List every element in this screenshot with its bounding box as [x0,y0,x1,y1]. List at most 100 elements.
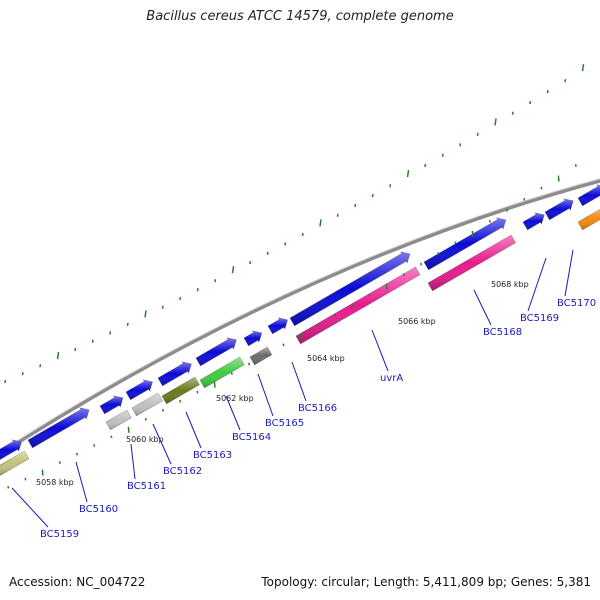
gene-arrow-shade [100,395,123,414]
gene-arrow-shade [158,361,192,386]
gene-arrow-shade [244,330,262,346]
tick-mark [420,262,423,266]
tick-mark [213,381,216,388]
tick-mark [406,170,410,178]
tick-mark [402,273,405,276]
tick-mark [179,399,182,403]
tick-mark [7,485,10,489]
tick-mark [282,343,285,347]
label-leader-line [225,395,241,431]
tick-mark [319,219,322,227]
tick-mark [581,64,585,72]
gene-track [0,184,600,476]
tick-mark [56,352,60,360]
gene-arrow-shade [268,317,288,334]
gene-BC5170-shade [578,209,600,230]
gene-arrow-shade [523,212,545,230]
tick-mark [523,197,526,201]
label-leader-line [152,423,172,465]
tick-mark [144,417,147,421]
tick-mark [574,164,577,167]
label-leader-line [257,373,274,417]
kbp-label: 5066 kbp [398,317,436,326]
accession-text: Accession: NC_004722 [9,575,146,589]
gene-label-BC5164: BC5164 [232,432,271,443]
gene-label-BC5162: BC5162 [163,466,202,477]
backbone-line [0,178,600,456]
label-leader-line [185,411,202,449]
tick-mark [230,372,233,375]
label-leader-line [11,487,49,528]
gene-arrow-shade [196,337,237,366]
tick-mark [368,293,371,297]
gene-uvrA-shade [296,267,420,344]
gene-BC5164-shade [200,357,245,388]
gene-BC5159-shade [0,451,29,476]
label-leader-line [564,249,574,297]
tick-mark [93,444,96,447]
tick-mark [110,435,113,439]
tick-mark [316,323,319,327]
gene-label-BC5163: BC5163 [193,450,232,461]
gene-arrow-shade [28,407,90,448]
genome-summary: Topology: circular; Length: 5,411,809 bp… [261,575,591,589]
label-leader-line [527,257,547,312]
gene-BC5168-shade [428,235,516,291]
backbone-highlight [0,178,600,453]
kbp-label: 5058 kbp [36,478,74,487]
gene-label-BC5168: BC5168 [483,327,522,338]
tick-mark [351,303,354,307]
tick-mark [144,310,147,318]
gene-BC5165-shade [250,347,272,365]
label-leader-line [130,443,136,480]
gene-BC5163-shade [162,377,200,404]
tick-mark [248,362,251,366]
gene-label-BC5160: BC5160 [79,504,118,515]
tick-mark [127,426,130,433]
tick-mark [162,408,165,412]
tick-mark [196,390,199,394]
gene-arrow-shade [290,251,410,326]
gene-label-BC5159: BC5159 [40,529,79,540]
tick-mark [231,266,235,274]
label-leader-line [473,289,492,326]
kbp-label: 5062 kbp [216,394,254,403]
tick-mark [488,219,491,223]
label-leader-line [291,361,307,402]
tick-mark [506,208,509,212]
gene-arrow-shade [545,198,574,220]
tick-mark [437,252,440,255]
outer-tick-ring [4,64,585,384]
tick-mark [454,241,457,245]
gene-BC5161-shade [106,410,132,430]
tick-mark [76,452,79,456]
label-leader-line [75,461,88,503]
tick-mark [24,477,27,481]
tick-mark [41,469,44,476]
kbp-label: 5060 kbp [126,435,164,444]
kbp-label: 5064 kbp [307,354,345,363]
gene-label-BC5170: BC5170 [557,298,596,309]
tick-mark [471,230,474,237]
gene-arrow-shade [0,439,22,460]
tick-mark [494,118,497,126]
tick-mark [385,283,388,290]
kbp-label: 5068 kbp [491,280,529,289]
label-leader-line [371,329,389,372]
gene-arrow-shade [578,184,600,206]
tick-mark [299,333,302,340]
map-title: Bacillus cereus ATCC 14579, complete gen… [146,9,454,24]
tick-mark [265,353,268,356]
position-labels: 5058 kbp 5060 kbp 5062 kbp 5064 kbp 5066 kbp… [36,280,529,487]
gene-arrow-shade [424,217,506,270]
gene-label-BC5161: BC5161 [127,481,166,492]
tick-mark [58,461,61,464]
gene-label-BC5165: BC5165 [265,418,304,429]
tick-mark [334,313,337,317]
tick-mark [557,175,560,182]
gene-label-BC5166: BC5166 [298,403,337,414]
backbone-ring [0,178,600,456]
gene-label-uvrA: uvrA [380,373,403,384]
